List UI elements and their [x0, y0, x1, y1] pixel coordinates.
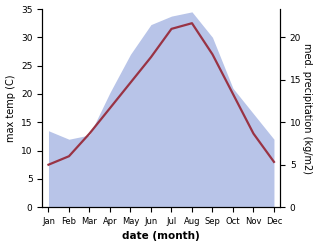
Y-axis label: max temp (C): max temp (C): [5, 74, 16, 142]
X-axis label: date (month): date (month): [122, 231, 200, 242]
Y-axis label: med. precipitation (kg/m2): med. precipitation (kg/m2): [302, 43, 313, 174]
